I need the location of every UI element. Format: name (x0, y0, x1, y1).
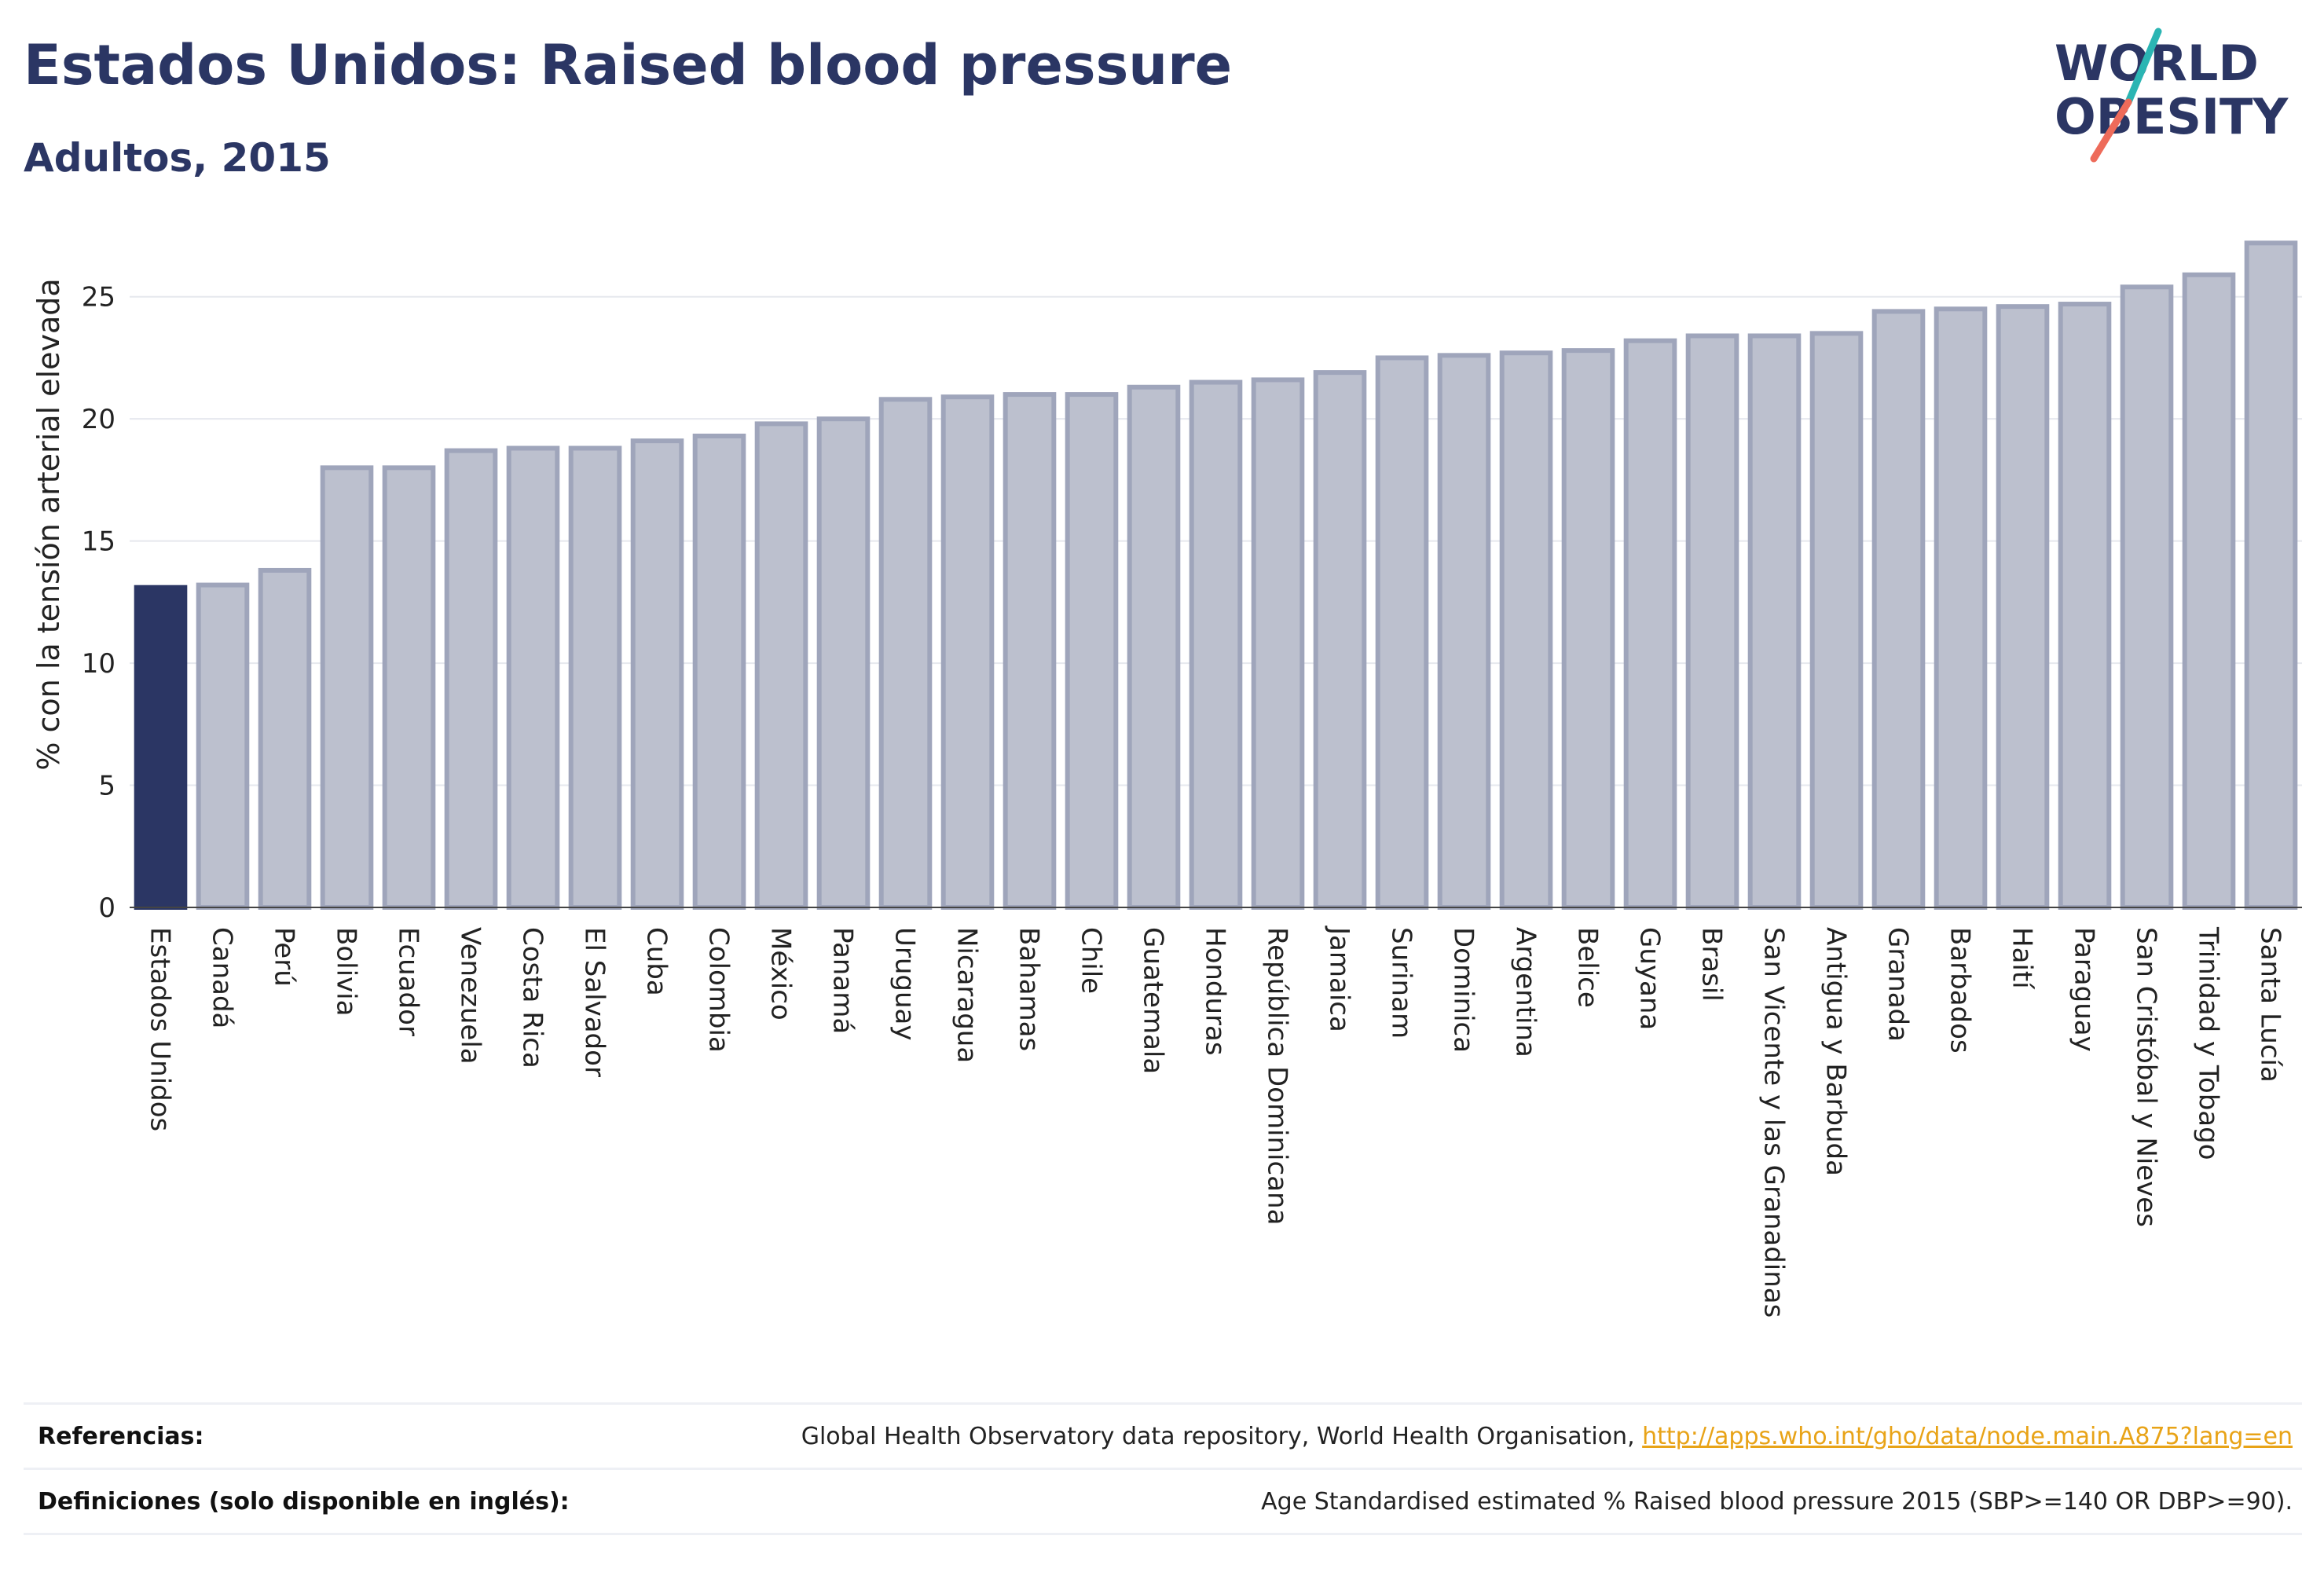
bar[interactable] (630, 438, 684, 910)
chart-subtitle: Adultos, 2015 (24, 135, 331, 181)
x-category-label: Chile (1076, 927, 1107, 994)
bar[interactable] (1313, 370, 1367, 911)
bar[interactable] (134, 585, 188, 911)
bar[interactable] (196, 582, 250, 910)
logo-slash-coral (2090, 98, 2132, 163)
bar[interactable] (2244, 240, 2298, 910)
definitions-row: Definiciones (solo disponible en inglés)… (24, 1468, 2302, 1535)
bar[interactable] (444, 448, 498, 910)
x-category-label: Dominica (1448, 927, 1479, 1053)
bar[interactable] (1685, 333, 1739, 910)
x-category-label: Costa Rica (517, 927, 548, 1068)
x-category-label: Brasil (1696, 927, 1728, 1002)
bar[interactable] (1065, 392, 1119, 911)
bar[interactable] (1934, 306, 1988, 911)
x-category-label: Haití (2007, 927, 2038, 990)
x-category-label: Colombia (703, 927, 735, 1053)
y-tick-label: 20 (82, 404, 115, 435)
bar[interactable] (1189, 379, 1243, 910)
x-category-label: Guatemala (1138, 927, 1169, 1074)
bar[interactable] (1003, 392, 1057, 911)
y-axis-ticks: 0 5 10 15 20 25 (82, 282, 115, 924)
x-category-label: Estados Unidos (145, 927, 176, 1131)
bars (134, 240, 2298, 911)
x-category-label: Cuba (641, 927, 673, 996)
bar[interactable] (320, 465, 374, 910)
y-tick-label: 15 (82, 526, 115, 558)
references-row: Referencias: Global Health Observatory d… (24, 1402, 2302, 1468)
references-link[interactable]: http://apps.who.int/gho/data/node.main.A… (1642, 1422, 2293, 1450)
bar[interactable] (1809, 331, 1864, 910)
x-category-label: Bahamas (1014, 927, 1045, 1051)
footer-table: Referencias: Global Health Observatory d… (24, 1402, 2302, 1535)
bar[interactable] (1561, 348, 1615, 910)
bar[interactable] (816, 416, 871, 910)
bar[interactable] (1996, 304, 2050, 910)
x-category-label: San Cristóbal y Nieves (2131, 927, 2162, 1227)
x-category-label: Venezuela (455, 927, 486, 1065)
bar[interactable] (1127, 384, 1181, 911)
bar[interactable] (1375, 355, 1429, 911)
bar[interactable] (2182, 272, 2236, 910)
x-category-label: Belice (1572, 927, 1604, 1008)
bar[interactable] (568, 445, 622, 910)
bar[interactable] (754, 421, 808, 910)
bar[interactable] (1623, 338, 1677, 910)
y-tick-label: 0 (98, 892, 115, 924)
y-tick-label: 5 (98, 771, 115, 802)
x-category-label: Uruguay (889, 927, 921, 1041)
bar[interactable] (258, 567, 312, 910)
bar[interactable] (692, 433, 746, 910)
x-category-label: Honduras (1200, 927, 1231, 1056)
x-category-label: Guyana (1634, 927, 1666, 1030)
bar[interactable] (1871, 309, 1926, 910)
x-category-label: Ecuador (393, 927, 424, 1036)
bar[interactable] (1251, 377, 1305, 911)
bar-chart: 0 5 10 15 20 25 Estados Unidos Canadá Perú Boliv… (31, 240, 2302, 1318)
x-category-label: Argentina (1510, 927, 1541, 1057)
bar[interactable] (2058, 302, 2112, 910)
references-value: Global Health Observatory data repositor… (801, 1423, 2302, 1450)
y-tick-label: 25 (82, 282, 115, 313)
y-tick-label: 10 (82, 648, 115, 680)
x-category-label: San Vicente y las Granadinas (1758, 927, 1790, 1318)
logo-word-obesity: OBESITY (2055, 88, 2289, 145)
x-category-label: Panamá (827, 927, 859, 1034)
x-category-label: Paraguay (2069, 927, 2100, 1052)
references-text: Global Health Observatory data repositor… (801, 1422, 1643, 1450)
x-category-label: Jamaica (1324, 925, 1355, 1032)
x-category-label: Trinidad y Tobago (2193, 926, 2224, 1160)
x-category-label: Perú (269, 927, 300, 987)
logo-slash-teal (2124, 27, 2162, 106)
x-category-label: El Salvador (579, 927, 610, 1077)
x-category-label: Barbados (1945, 927, 1976, 1054)
bar[interactable] (878, 397, 933, 910)
bar[interactable] (2120, 284, 2174, 911)
x-category-label: Antigua y Barbuda (1820, 927, 1852, 1176)
x-category-label: Bolivia (331, 927, 362, 1016)
x-category-label: Canadá (207, 927, 238, 1028)
bar[interactable] (1747, 333, 1802, 910)
x-category-label: Granada (1882, 927, 1914, 1042)
bar[interactable] (506, 445, 560, 910)
x-category-label: República Dominicana (1262, 927, 1293, 1225)
x-category-label: Surinam (1386, 927, 1417, 1039)
x-category-label: Santa Lucía (2255, 927, 2286, 1083)
bar[interactable] (382, 465, 436, 910)
x-axis-labels: Estados Unidos Canadá Perú Bolivia Ecuador Ve… (145, 925, 2286, 1318)
bar[interactable] (940, 394, 995, 910)
x-category-label: México (765, 927, 797, 1021)
definitions-label: Definiciones (solo disponible en inglés)… (38, 1487, 570, 1516)
bar[interactable] (1437, 353, 1491, 910)
references-label: Referencias: (38, 1422, 204, 1450)
x-category-label: Nicaragua (951, 927, 983, 1063)
y-axis-title: % con la tensión arterial elevada (31, 278, 66, 770)
chart-title: Estados Unidos: Raised blood pressure (24, 33, 1233, 97)
world-obesity-logo: WORLD OBESITY (2055, 27, 2289, 163)
bar[interactable] (1499, 350, 1553, 910)
definitions-value: Age Standardised estimated % Raised bloo… (1261, 1487, 2293, 1516)
